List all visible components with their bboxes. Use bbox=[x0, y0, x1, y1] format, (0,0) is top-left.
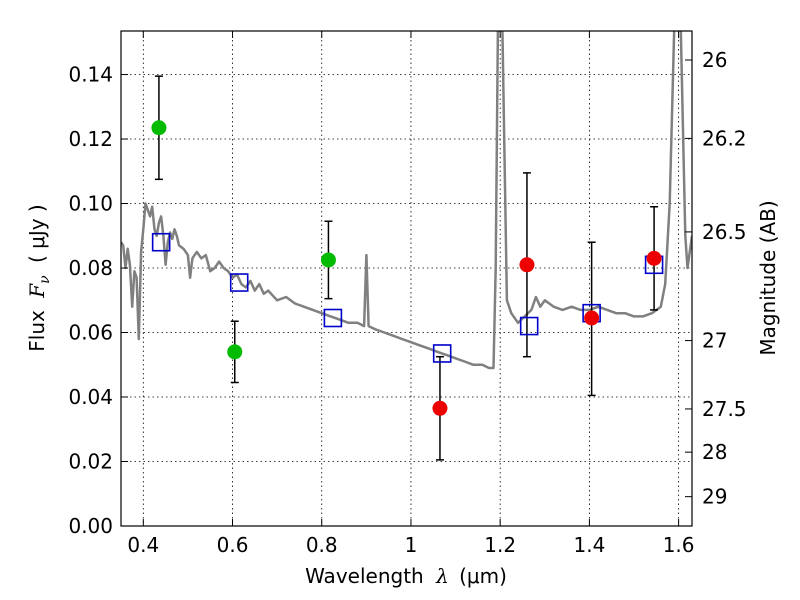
x-tick-label: 1.2 bbox=[484, 533, 516, 557]
observed-point-green bbox=[227, 344, 243, 360]
x-tick-label: 1.6 bbox=[663, 533, 695, 557]
x-tick-label: 1 bbox=[405, 533, 418, 557]
model-photometry-square bbox=[432, 344, 452, 363]
model-photometry-square bbox=[151, 232, 171, 252]
sed-line bbox=[121, 31, 692, 370]
y-tick-label: 0.04 bbox=[68, 385, 113, 409]
y-tick-label: 0.14 bbox=[68, 63, 113, 87]
observed-point-red bbox=[519, 257, 535, 273]
y2-tick-label: 27 bbox=[702, 329, 727, 353]
y2-tick-label: 27.5 bbox=[702, 397, 747, 421]
y2-tick-label: 26 bbox=[702, 48, 727, 72]
y-tick-label: 0.12 bbox=[68, 127, 113, 151]
y2-axis-label: Magnitude (AB) bbox=[756, 200, 780, 355]
plot-area bbox=[121, 31, 692, 461]
y2-tick-label: 29 bbox=[702, 485, 727, 509]
observed-point-red bbox=[646, 250, 662, 266]
y-tick-label: 0.00 bbox=[68, 514, 113, 538]
model-photometry-square bbox=[229, 273, 249, 292]
x-tick-label: 1.4 bbox=[573, 533, 605, 557]
model-photometry-square bbox=[519, 316, 539, 336]
grid bbox=[121, 31, 692, 527]
x-tick-label: 0.4 bbox=[127, 533, 159, 557]
observed-point-red bbox=[432, 400, 448, 416]
y-tick-label: 0.02 bbox=[68, 450, 113, 474]
tick-labels: 0.4 0.6 0.8 1 1.2 1.4 1.6 0.00 0.02 0.04 0.06 0.08 0… bbox=[68, 48, 746, 557]
y-axis-label: Flux Fν ( μJy ) bbox=[25, 204, 54, 351]
x-axis-label: Wavelength λ (μm) bbox=[305, 564, 507, 588]
x-tick-label: 0.8 bbox=[306, 533, 338, 557]
observed-point-green bbox=[151, 120, 167, 136]
plot-frame bbox=[120, 30, 693, 527]
y-tick-label: 0.06 bbox=[68, 321, 113, 345]
y2-tick-label: 28 bbox=[702, 440, 727, 464]
model-photometry-square bbox=[323, 308, 343, 328]
y2-tick-label: 26.2 bbox=[702, 126, 747, 150]
observed-point-red bbox=[584, 310, 600, 326]
y2-tick-label: 26.5 bbox=[702, 220, 747, 244]
y-tick-label: 0.10 bbox=[68, 192, 113, 216]
axes bbox=[120, 30, 693, 527]
y-tick-label: 0.08 bbox=[68, 256, 113, 280]
x-tick-label: 0.6 bbox=[217, 533, 249, 557]
observed-point-green bbox=[320, 252, 336, 268]
